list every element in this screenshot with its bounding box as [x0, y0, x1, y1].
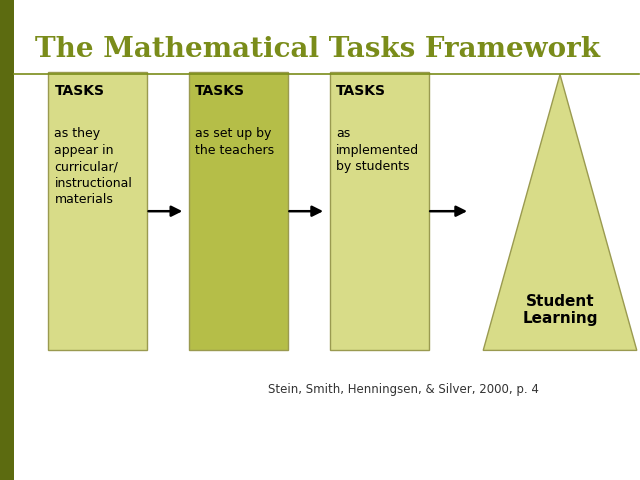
Bar — [0, 0, 14, 480]
Text: as
implemented
by students: as implemented by students — [336, 127, 419, 173]
Text: TASKS: TASKS — [54, 84, 104, 98]
Text: The Mathematical Tasks Framework: The Mathematical Tasks Framework — [35, 36, 600, 63]
Polygon shape — [483, 74, 637, 350]
Bar — [189, 72, 288, 350]
Text: Student
Learning: Student Learning — [522, 294, 598, 326]
Text: Stein, Smith, Henningsen, & Silver, 2000, p. 4: Stein, Smith, Henningsen, & Silver, 2000… — [268, 383, 539, 396]
Text: as set up by
the teachers: as set up by the teachers — [195, 127, 275, 156]
Text: TASKS: TASKS — [195, 84, 245, 98]
Text: TASKS: TASKS — [336, 84, 386, 98]
Bar — [330, 72, 429, 350]
Bar — [48, 72, 147, 350]
Text: as they
appear in
curricular/
instructional
materials: as they appear in curricular/ instructio… — [54, 127, 132, 206]
